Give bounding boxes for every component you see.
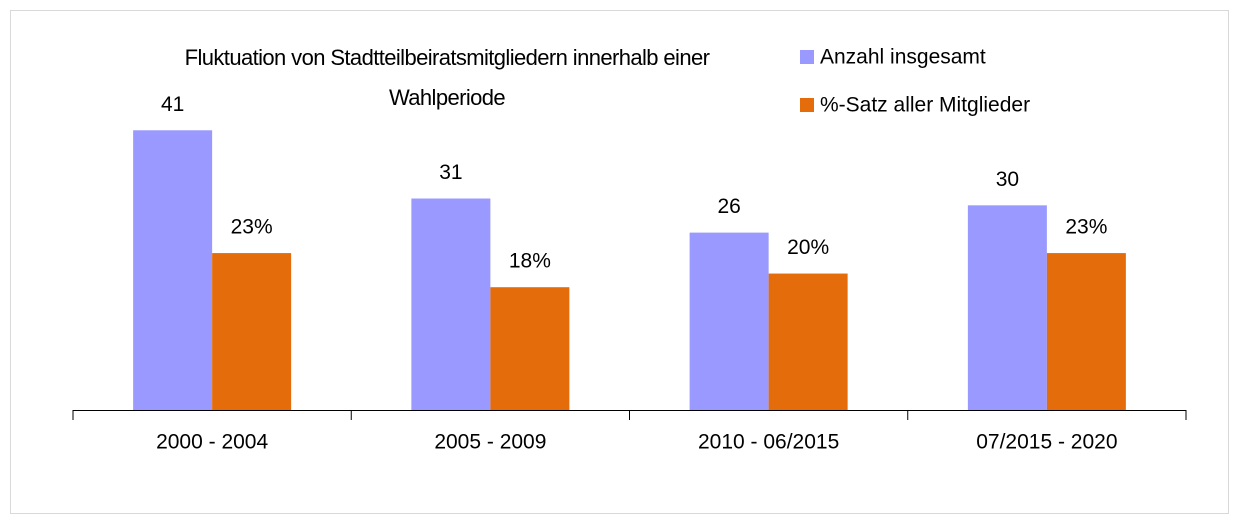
bar (133, 130, 213, 411)
data-label: 18% (509, 250, 551, 273)
legend-label: %-Satz aller Mitglieder (820, 94, 1030, 117)
legend-label: Anzahl insgesamt (820, 46, 986, 69)
data-label: 26 (717, 195, 740, 218)
bar (490, 287, 570, 410)
data-label: 20% (787, 236, 829, 259)
legend-swatch (800, 98, 814, 112)
chart-title: Fluktuation von Stadtteilbeiratsmitglied… (184, 45, 710, 110)
bar (768, 273, 848, 410)
x-tick-label: 2005 - 2009 (434, 431, 546, 454)
x-tick-label: 07/2015 - 2020 (976, 431, 1117, 454)
bar (689, 232, 769, 410)
data-label: 23% (1065, 216, 1107, 239)
data-label: 31 (439, 161, 462, 184)
data-label: 23% (231, 216, 273, 239)
bar (1046, 253, 1126, 410)
bar (967, 205, 1047, 410)
data-label: 41 (161, 93, 184, 116)
legend-swatch (800, 50, 814, 64)
x-tick-label: 2000 - 2004 (156, 431, 268, 454)
x-tick-label: 2010 - 06/2015 (698, 431, 839, 454)
bar (212, 253, 292, 410)
data-label: 30 (996, 168, 1019, 191)
bar (411, 198, 491, 410)
